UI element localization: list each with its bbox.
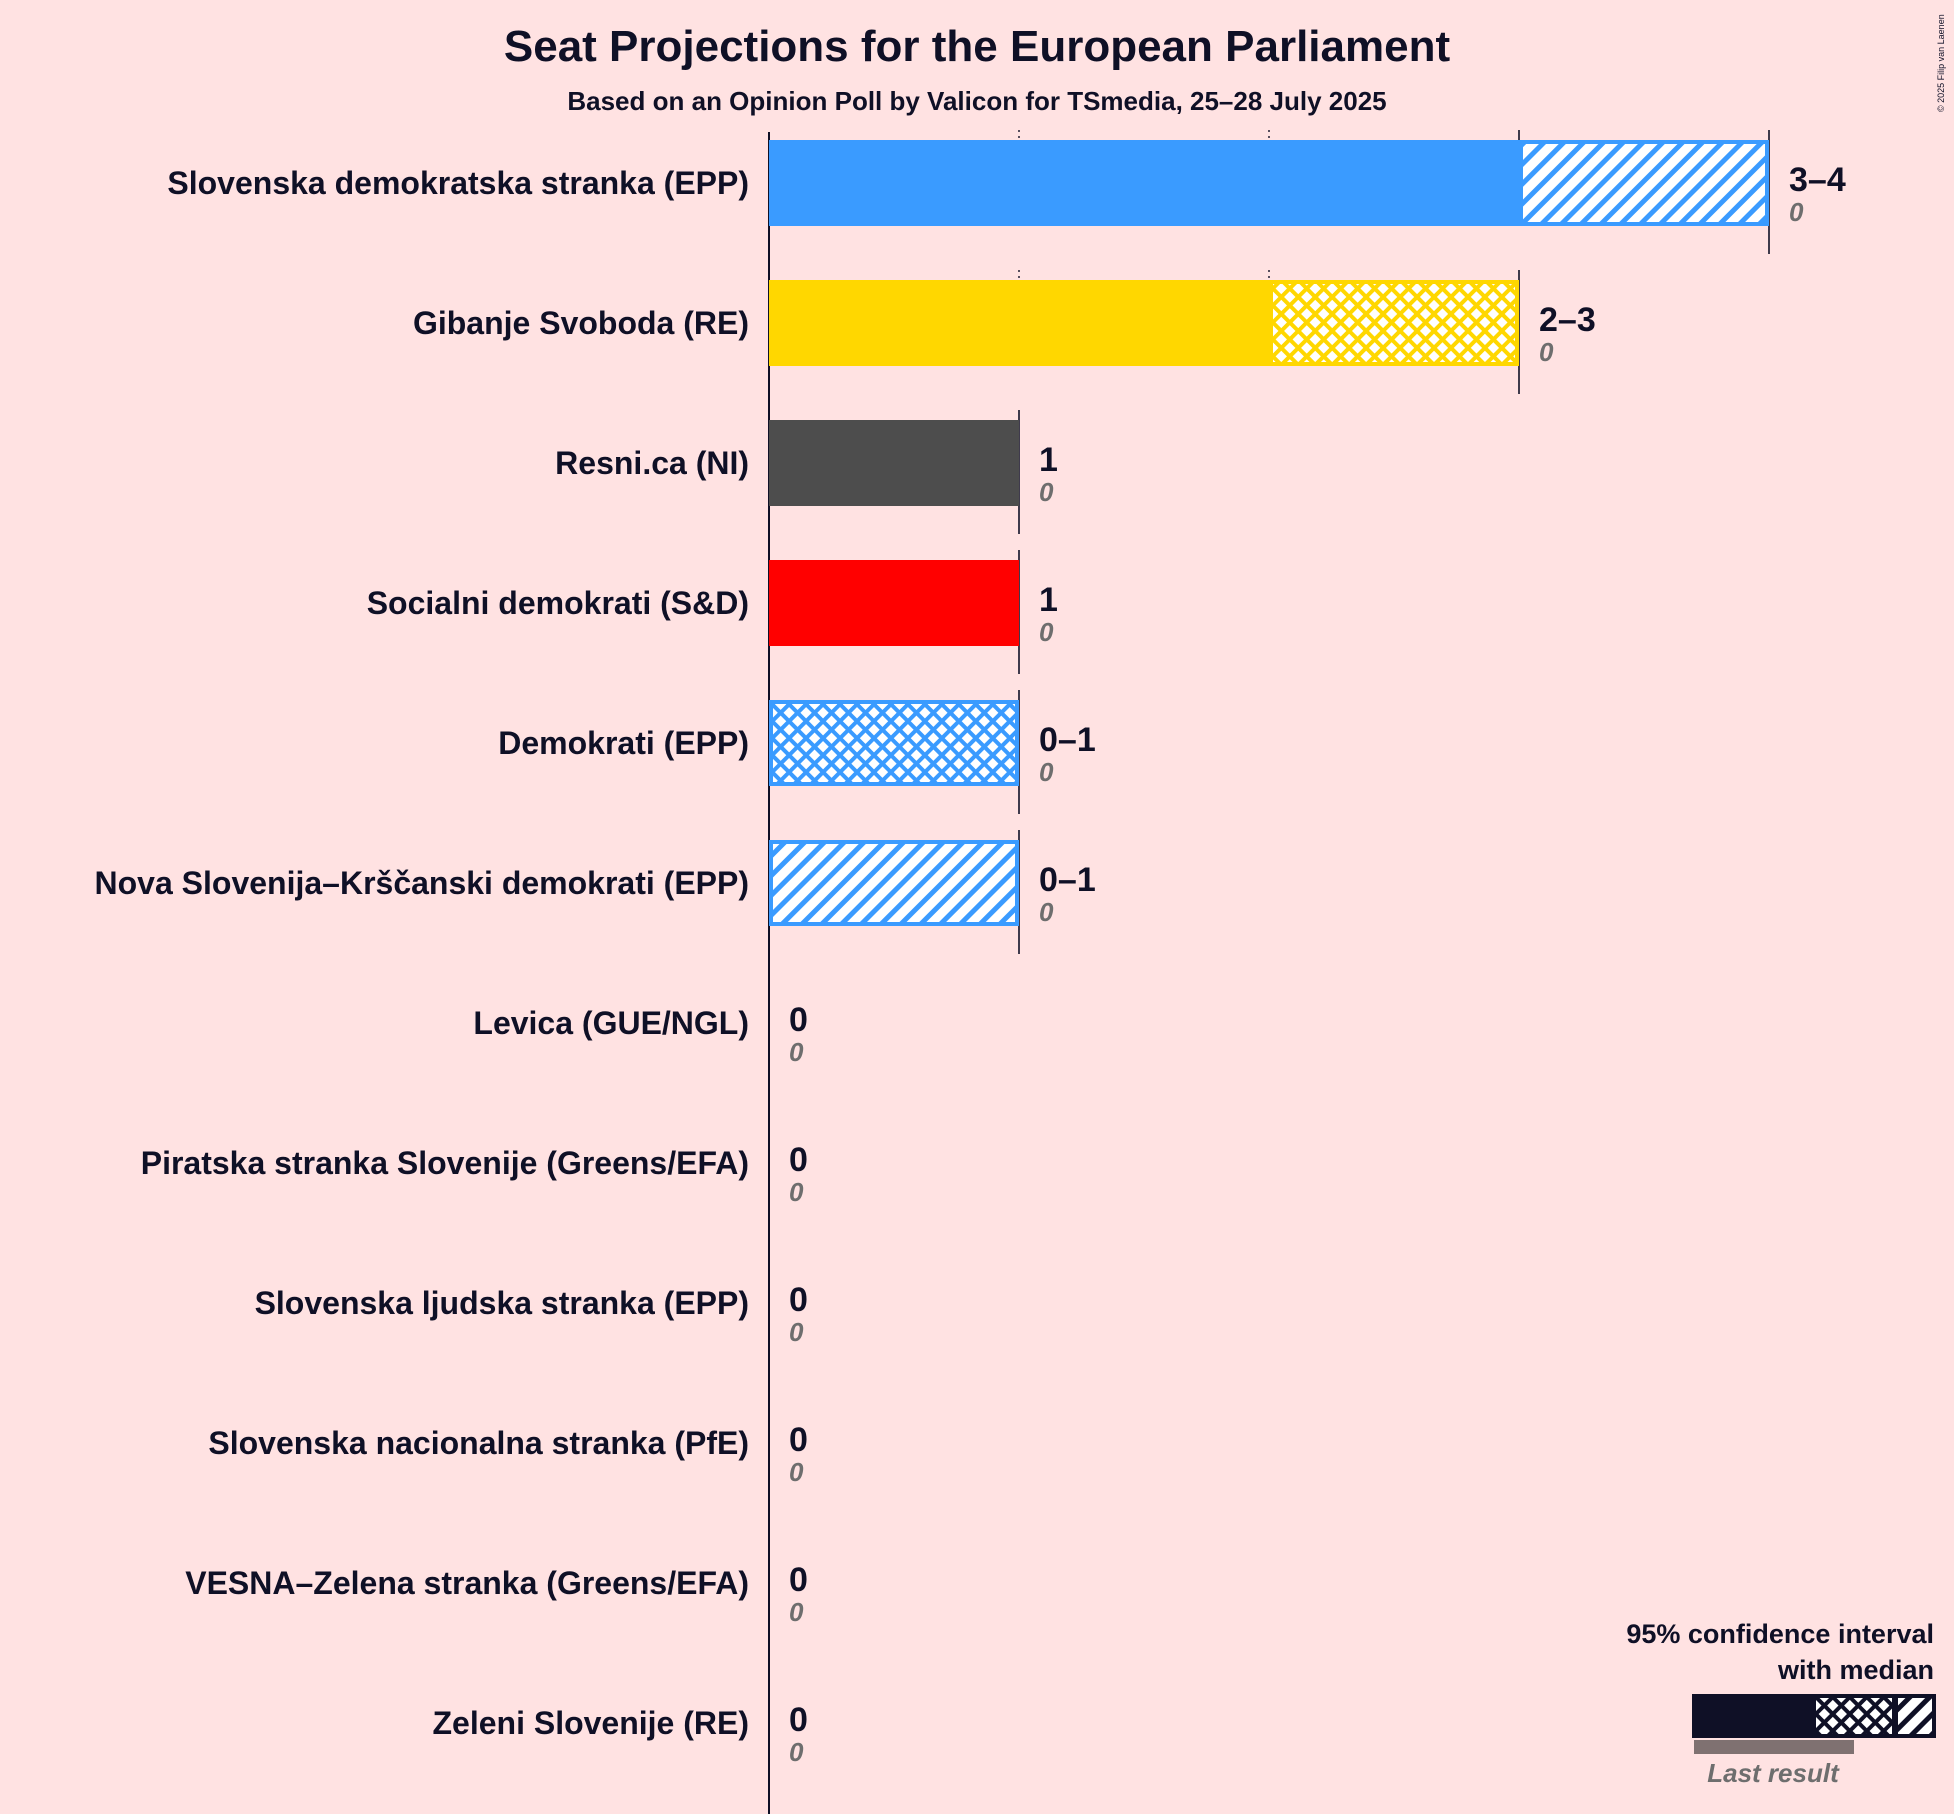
legend-title-line2: with median [1777,1655,1934,1685]
last-result-label: 0 [789,1177,804,1207]
last-result-label: 0 [789,1037,804,1067]
chart-subtitle: Based on an Opinion Poll by Valicon for … [567,86,1387,116]
party-label: Slovenska demokratska stranka (EPP) [167,165,749,201]
legend-solid-swatch [1692,1694,1812,1738]
party-label: Slovenska nacionalna stranka (PfE) [208,1425,749,1461]
party-label: Nova Slovenija–Krščanski demokrati (EPP) [95,865,749,901]
bar-upper-ci-segment [1519,140,1769,226]
range-label: 0–1 [1039,861,1096,899]
party-label: VESNA–Zelena stranka (Greens/EFA) [185,1565,749,1601]
last-result-label: 0 [1039,757,1054,787]
party-label: Piratska stranka Slovenije (Greens/EFA) [141,1145,749,1181]
party-label: Socialni demokrati (S&D) [367,585,749,621]
range-label: 1 [1039,581,1058,619]
grid-layer [768,130,1770,1814]
bar-lower-ci-segment [769,700,1019,786]
legend-last-result-label: Last result [1707,1758,1839,1788]
party-label: Slovenska ljudska stranka (EPP) [255,1285,749,1321]
last-result-label: 0 [789,1597,804,1627]
last-result-label: 0 [1539,337,1554,367]
legend-last-result-swatch [1694,1740,1854,1754]
range-label: 0 [789,1561,808,1599]
range-label: 3–4 [1789,161,1846,199]
party-label: Zeleni Slovenije (RE) [432,1705,749,1741]
range-label: 0–1 [1039,721,1096,759]
labels-layer: Slovenska demokratska stranka (EPP) 3–40G… [95,161,1846,1767]
bars-layer [769,140,1769,926]
last-result-label: 0 [1039,477,1054,507]
legend-layer [1692,1694,1936,1754]
legend-title: 95% confidence interval with median [1626,1616,1934,1688]
party-label: Gibanje Svoboda (RE) [413,305,749,341]
range-label: 0 [789,1701,808,1739]
bar-solid-segment [769,280,1269,366]
bar-solid-segment [769,560,1019,646]
range-label: 0 [789,1281,808,1319]
bar-lower-ci-segment [1269,280,1519,366]
legend-title-line1: 95% confidence interval [1626,1619,1934,1649]
chart-title: Seat Projections for the European Parlia… [503,22,1451,71]
bar-upper-ci-segment [769,840,1019,926]
range-label: 0 [789,1141,808,1179]
bar-solid-segment [769,420,1019,506]
last-result-label: 0 [789,1457,804,1487]
legend-crosshatch-swatch [1812,1694,1896,1738]
party-label: Resni.ca (NI) [555,445,749,481]
party-label: Demokrati (EPP) [498,725,749,761]
last-result-label: 0 [1789,197,1804,227]
last-result-label: 0 [1039,617,1054,647]
range-label: 0 [789,1001,808,1039]
legend-hatch-swatch [1894,1694,1936,1738]
range-label: 0 [789,1421,808,1459]
last-result-label: 0 [789,1317,804,1347]
last-result-label: 0 [1039,897,1054,927]
party-label: Levica (GUE/NGL) [473,1005,749,1041]
range-label: 2–3 [1539,301,1596,339]
range-label: 1 [1039,441,1058,479]
last-result-label: 0 [789,1737,804,1767]
bar-solid-segment [769,140,1519,226]
